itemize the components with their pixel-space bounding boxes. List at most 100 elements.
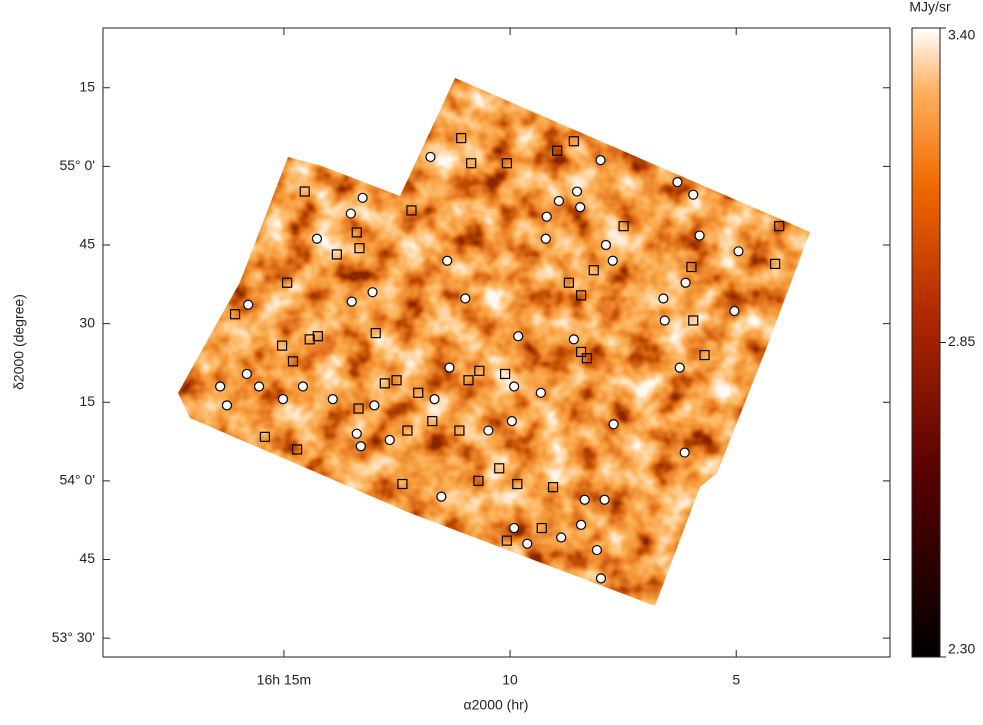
square-marker [370, 327, 381, 339]
circle-marker [591, 544, 603, 556]
x-axis-label: α2000 (hr) [464, 697, 529, 713]
circle-marker [540, 233, 551, 244]
circle-marker [297, 381, 309, 392]
square-marker [536, 522, 547, 534]
circle-marker [541, 211, 552, 222]
circle-marker [522, 538, 533, 549]
circle-marker [483, 425, 494, 436]
circle-marker [595, 154, 606, 166]
y-tick-label: 53° 30' [52, 629, 95, 645]
square-marker [454, 425, 465, 436]
square-marker [397, 478, 408, 490]
x-tick-label: 5 [732, 672, 740, 688]
square-marker [501, 535, 513, 546]
circle-marker [694, 230, 705, 241]
square-marker [427, 416, 438, 427]
colorbar-tick-label: 2.85 [948, 333, 975, 349]
circle-marker [659, 315, 670, 326]
circle-marker [733, 246, 744, 257]
circle-marker [253, 381, 265, 392]
square-marker [474, 365, 485, 376]
square-marker [552, 145, 563, 156]
square-marker [291, 444, 303, 455]
square-marker [379, 378, 390, 389]
square-marker [351, 227, 362, 238]
circle-marker [658, 293, 669, 304]
circle-marker [553, 195, 565, 207]
y-tick-label: 45 [79, 236, 95, 252]
square-marker [494, 463, 505, 474]
colorbar [911, 27, 941, 658]
square-marker [568, 136, 579, 147]
square-marker [456, 132, 467, 144]
circle-marker [367, 287, 378, 298]
square-marker [391, 375, 402, 386]
square-marker [402, 425, 413, 436]
square-marker [331, 249, 342, 260]
circle-marker [460, 293, 471, 304]
circle-marker [674, 362, 685, 373]
square-marker [304, 334, 315, 345]
circle-marker [346, 296, 357, 307]
x-tick-label: 16h 15m [257, 672, 311, 688]
square-marker [473, 475, 484, 486]
square-marker [512, 478, 523, 490]
circle-marker [384, 434, 395, 446]
square-marker [588, 265, 599, 276]
square-marker [287, 356, 299, 367]
y-tick-label: 54° 0' [59, 472, 95, 488]
circle-marker [436, 491, 447, 502]
square-marker [686, 261, 697, 273]
colorbar-label: MJy/sr [909, 0, 951, 15]
circle-marker [680, 277, 691, 288]
circle-marker [729, 305, 740, 317]
circle-marker [672, 177, 683, 188]
square-marker [406, 205, 417, 216]
circle-marker [556, 532, 567, 543]
square-marker [466, 158, 477, 169]
circle-marker [327, 394, 338, 405]
circle-marker [345, 208, 356, 219]
circle-marker [425, 151, 436, 163]
circle-marker [509, 381, 520, 392]
square-marker [413, 387, 424, 398]
colorbar-tick-label: 2.30 [948, 641, 975, 657]
y-tick-label: 30 [79, 314, 95, 330]
circle-marker [688, 189, 699, 200]
circle-marker [277, 394, 289, 405]
circle-marker [575, 202, 586, 213]
circle-marker [509, 522, 520, 534]
circle-marker [579, 494, 590, 505]
circle-marker [679, 447, 690, 458]
square-marker [774, 221, 785, 232]
y-axis-label: δ2000 (degree) [11, 294, 27, 390]
circle-marker [600, 239, 612, 251]
square-marker [281, 277, 293, 288]
square-marker [575, 346, 587, 358]
y-tick-label: 15 [79, 78, 95, 94]
square-marker [259, 431, 271, 442]
circle-marker [608, 419, 619, 430]
square-marker [575, 290, 587, 301]
square-marker [353, 403, 364, 414]
circle-marker [607, 255, 618, 266]
square-marker [770, 258, 781, 269]
square-marker [354, 243, 365, 254]
square-marker [547, 482, 559, 493]
circle-marker [444, 362, 455, 373]
y-tick-label: 15 [79, 393, 95, 409]
circle-marker [568, 334, 579, 345]
square-marker [463, 375, 474, 386]
square-marker [499, 368, 511, 380]
square-marker [312, 331, 323, 342]
circle-marker [599, 494, 610, 505]
circle-marker [595, 573, 607, 584]
circle-marker [357, 192, 368, 203]
x-tick-label: 10 [502, 672, 518, 688]
square-marker [618, 221, 629, 232]
y-tick-label: 45 [79, 550, 95, 566]
circle-marker [575, 519, 587, 531]
circle-marker [442, 255, 453, 266]
square-marker [581, 353, 593, 364]
